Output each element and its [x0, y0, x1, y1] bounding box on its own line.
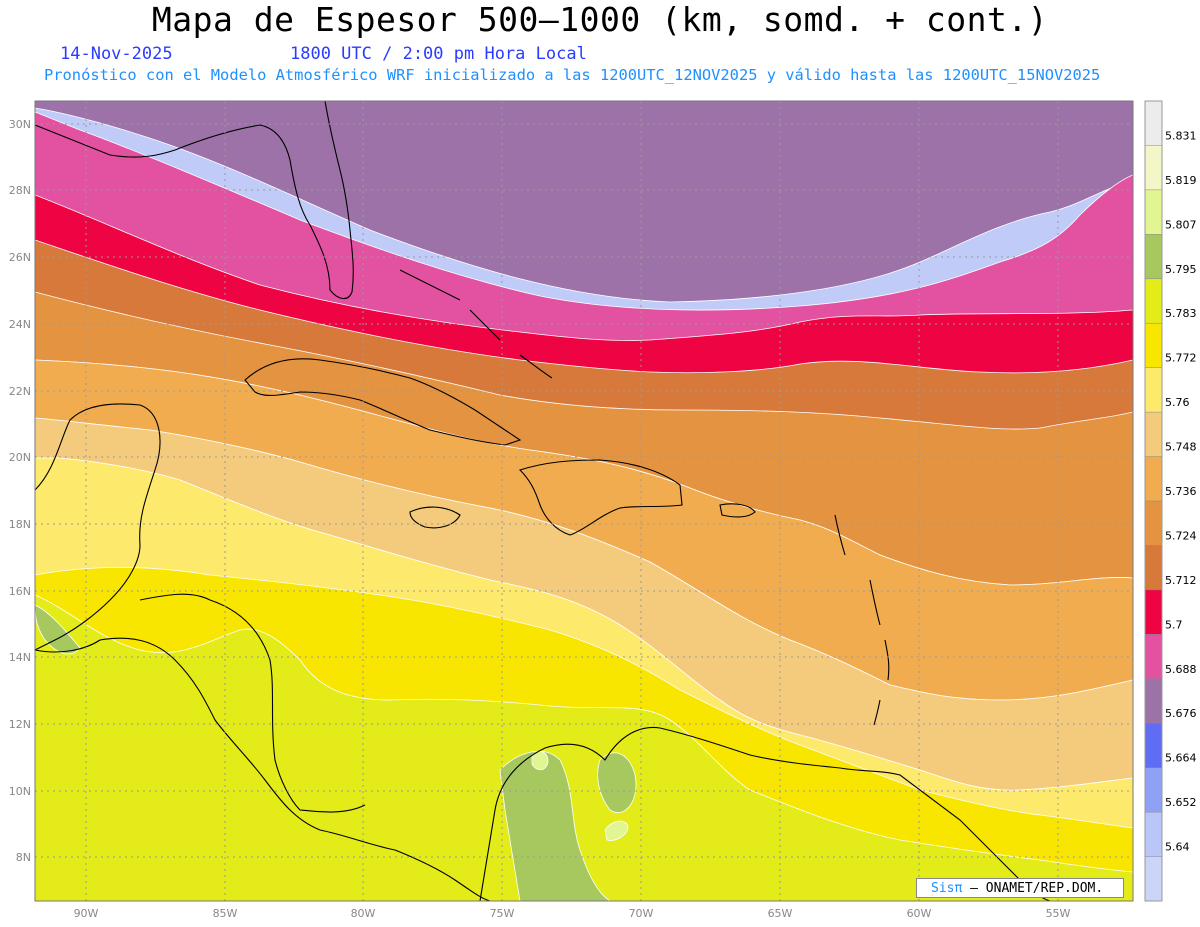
credit-org: – ONAMET/REP.DOM. — [962, 881, 1104, 896]
yucatan-coast — [35, 403, 161, 651]
legend-swatch — [1145, 101, 1162, 146]
latitude-label: 30N — [9, 118, 31, 131]
longitude-label: 85W — [213, 907, 238, 920]
latitude-label: 26N — [9, 251, 31, 264]
longitude-label: 75W — [490, 907, 515, 920]
latitude-label: 20N — [9, 451, 31, 464]
forecast-time: 1800 UTC / 2:00 pm Hora Local — [290, 44, 587, 64]
legend-swatch — [1145, 323, 1162, 369]
forecast-date: 14-Nov-2025 — [60, 44, 173, 64]
legend-label: 5.676 — [1165, 707, 1197, 720]
grid-lines — [35, 101, 1133, 901]
legend-label: 5.76 — [1165, 396, 1190, 409]
hispaniola-coast — [518, 459, 683, 536]
longitude-label: 60W — [907, 907, 932, 920]
legend-label: 5.652 — [1165, 796, 1197, 809]
lesser-antilles — [834, 514, 890, 726]
legend-swatch — [1145, 678, 1162, 724]
latitude-label: 16N — [9, 585, 31, 598]
credit-brand: Sisπ — [931, 881, 963, 896]
legend-swatch — [1145, 278, 1162, 324]
longitude-label: 90W — [74, 907, 99, 920]
longitude-labels: 90W 85W 80W 75W 70W 65W 60W 55W — [74, 907, 1071, 920]
longitude-label: 70W — [629, 907, 654, 920]
legend-label: 5.64 — [1165, 841, 1190, 854]
legend-swatch — [1145, 723, 1162, 769]
legend-label: 5.688 — [1165, 663, 1197, 676]
florida-coast — [35, 101, 354, 300]
legend-swatch — [1145, 856, 1162, 902]
legend-swatch — [1145, 767, 1162, 813]
map-title: Mapa de Espesor 500–1000 (km, somd. + co… — [151, 0, 1049, 39]
legend-label: 5.783 — [1165, 307, 1197, 320]
latitude-labels: 30N 28N 26N 24N 22N 20N 18N 16N 14N 12N 10N 8N — [9, 118, 31, 864]
cuba-coast — [244, 358, 522, 446]
jamaica-coast — [409, 506, 461, 529]
legend-label: 5.772 — [1165, 352, 1197, 365]
band-5-676 — [35, 101, 1133, 303]
band-5-795b — [597, 752, 637, 813]
puerto-rico-coast — [719, 503, 756, 518]
band-5-807b — [604, 820, 629, 841]
band-5-807 — [531, 751, 549, 771]
legend-label: 5.831 — [1165, 129, 1197, 142]
legend-swatch — [1145, 812, 1162, 858]
legend-label: 5.819 — [1165, 174, 1197, 187]
legend-label: 5.807 — [1165, 218, 1197, 231]
legend-swatch — [1145, 367, 1162, 413]
latitude-label: 18N — [9, 518, 31, 531]
credit-box: Sisπ – ONAMET/REP.DOM. — [916, 878, 1124, 898]
latitude-label: 28N — [9, 184, 31, 197]
legend-label: 5.712 — [1165, 574, 1197, 587]
south-america-coast — [479, 726, 1051, 901]
legend-swatch — [1145, 412, 1162, 458]
legend-label: 5.736 — [1165, 485, 1197, 498]
band-5-795c — [35, 604, 81, 655]
legend-swatch — [1145, 589, 1162, 635]
central-america-caribbean — [139, 593, 366, 813]
legend-swatch — [1145, 545, 1162, 591]
latitude-label: 10N — [9, 785, 31, 798]
band-5-795 — [499, 751, 611, 901]
legend-swatch — [1145, 145, 1162, 191]
forecast-info: Pronóstico con el Modelo Atmosférico WRF… — [44, 66, 1101, 84]
legend-swatch — [1145, 501, 1162, 546]
legend-label: 5.664 — [1165, 752, 1197, 765]
central-america-coast — [35, 637, 491, 901]
latitude-label: 14N — [9, 651, 31, 664]
color-legend: 5.831 5.819 5.807 5.795 5.783 5.772 5.76 5.748 5… — [1144, 100, 1197, 902]
bahamas — [399, 269, 553, 379]
longitude-label: 55W — [1046, 907, 1071, 920]
latitude-label: 12N — [9, 718, 31, 731]
longitude-label: 65W — [768, 907, 793, 920]
map-frame — [34, 100, 1134, 902]
legend-label: 5.724 — [1165, 529, 1197, 542]
latitude-label: 8N — [16, 851, 31, 864]
legend-label: 5.748 — [1165, 441, 1197, 454]
latitude-label: 24N — [9, 318, 31, 331]
legend-swatch — [1145, 234, 1162, 280]
longitude-label: 80W — [351, 907, 376, 920]
legend-label: 5.795 — [1165, 263, 1197, 276]
legend-label: 5.7 — [1165, 618, 1183, 631]
legend-swatch — [1145, 634, 1162, 680]
legend-swatch — [1145, 456, 1162, 502]
legend-swatch — [1145, 189, 1162, 235]
latitude-label: 22N — [9, 385, 31, 398]
coastlines — [35, 101, 1051, 901]
